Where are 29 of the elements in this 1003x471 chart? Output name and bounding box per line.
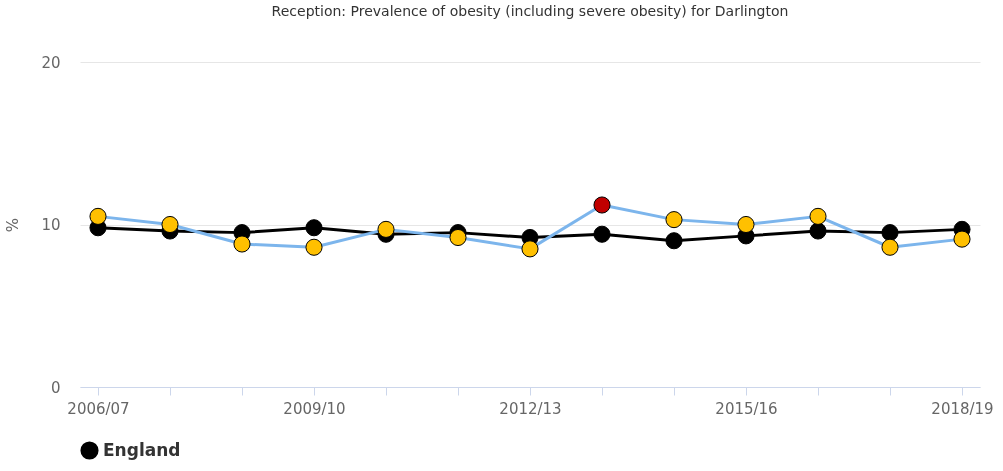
point (809, 207, 827, 225)
point (521, 240, 539, 258)
point (593, 225, 611, 243)
x-tick-label: 2009/10 (283, 399, 346, 418)
point (161, 215, 179, 234)
point (953, 230, 971, 248)
x-tick-label: 2012/13 (499, 399, 562, 418)
point (881, 224, 899, 242)
x-tick-label: 2018/19 (931, 399, 994, 418)
legend-label: England (103, 439, 181, 460)
point (449, 228, 467, 247)
y-tick-label: 0 (50, 378, 61, 397)
point (665, 211, 683, 229)
point (809, 222, 827, 240)
y-axis-title: % (4, 217, 23, 233)
point (665, 232, 683, 250)
x-tick-label: 2006/07 (67, 399, 130, 418)
point (881, 238, 899, 256)
y-tick-label: 20 (41, 53, 61, 72)
point (305, 238, 323, 256)
x-tick-label: 2015/16 (715, 399, 778, 418)
chart-title: Reception: Prevalence of obesity (including severe obesity) for Darlington (271, 3, 789, 19)
point (305, 219, 323, 237)
point (89, 207, 107, 225)
point (593, 196, 611, 214)
point (377, 220, 395, 238)
point (233, 235, 251, 253)
point (737, 215, 755, 234)
y-tick-label: 10 (41, 216, 61, 234)
